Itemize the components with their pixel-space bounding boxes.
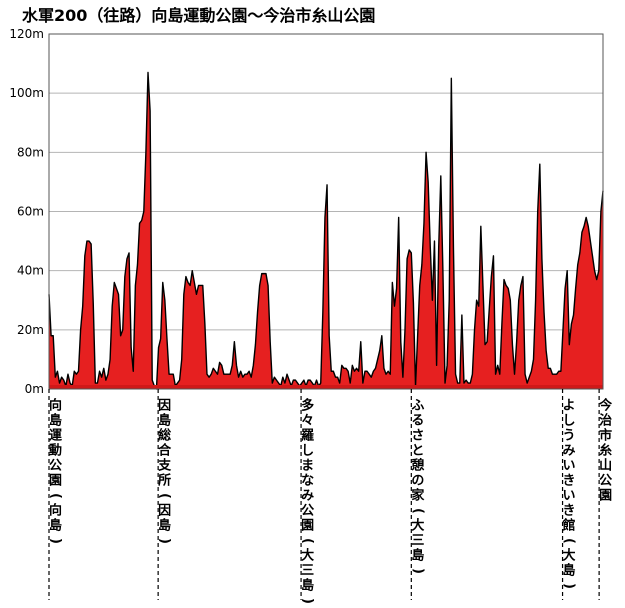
svg-text:な: な [301, 474, 314, 489]
svg-text:島: 島 [158, 518, 171, 534]
svg-text:向: 向 [49, 398, 62, 414]
svg-text:向: 向 [49, 503, 62, 519]
svg-text:大: 大 [301, 548, 314, 564]
svg-text:み: み [301, 489, 314, 504]
svg-text:島: 島 [49, 518, 62, 534]
svg-text:今: 今 [598, 398, 613, 414]
svg-text:る: る [411, 414, 424, 429]
svg-text:し: し [301, 444, 314, 459]
svg-text:三: 三 [411, 534, 424, 549]
y-tick-label: 60m [17, 205, 44, 219]
svg-text:市: 市 [599, 428, 612, 444]
svg-text:): ) [157, 538, 172, 544]
svg-text:(: ( [157, 493, 172, 499]
y-axis-tick-labels: 0m 20m 40m 60m 80m 100m 120m [9, 27, 44, 396]
svg-text:き: き [563, 474, 576, 489]
svg-text:所: 所 [158, 473, 171, 489]
y-tick-label: 100m [9, 86, 44, 100]
svg-text:山: 山 [599, 458, 612, 474]
svg-text:島: 島 [49, 413, 62, 429]
elevation-floor-band [49, 385, 603, 389]
svg-text:さ: さ [411, 429, 424, 444]
svg-text:園: 園 [49, 473, 62, 489]
svg-text:島: 島 [563, 563, 576, 579]
y-tick-label: 80m [17, 145, 44, 159]
svg-text:々: 々 [301, 414, 314, 429]
svg-text:島: 島 [411, 548, 424, 564]
y-tick-label: 40m [17, 264, 44, 278]
svg-text:大: 大 [411, 518, 424, 534]
svg-text:因: 因 [158, 504, 171, 519]
svg-text:因: 因 [158, 399, 171, 414]
y-tick-label: 120m [9, 27, 44, 41]
svg-text:き: き [563, 504, 576, 519]
svg-text:と: と [411, 444, 424, 459]
svg-text:(: ( [562, 538, 577, 544]
svg-text:(: ( [300, 538, 315, 544]
svg-text:う: う [563, 429, 576, 444]
svg-text:公: 公 [599, 474, 612, 489]
svg-text:三: 三 [301, 564, 314, 579]
svg-text:憩: 憩 [411, 458, 424, 474]
svg-text:し: し [563, 414, 576, 429]
chart-title: 水軍200（往路）向島運動公園～今治市糸山公園 [22, 6, 375, 25]
svg-text:ふ: ふ [411, 399, 424, 414]
svg-text:み: み [563, 444, 576, 459]
svg-text:): ) [410, 568, 425, 574]
svg-text:運: 運 [49, 429, 62, 444]
svg-text:支: 支 [157, 458, 172, 474]
location-markers: 向島運動公園(向島)因島総合支所(因島)多々羅しまなみ公園(大三島)ふるさと憩の… [48, 389, 613, 604]
svg-text:羅: 羅 [301, 429, 314, 444]
svg-text:(: ( [410, 508, 425, 514]
y-tick-label: 0m [25, 382, 44, 396]
svg-text:公: 公 [301, 504, 314, 519]
location-label: 向島運動公園(向島) [48, 398, 63, 544]
plot-frame [48, 33, 604, 390]
svg-text:治: 治 [599, 413, 612, 429]
svg-text:総: 総 [158, 428, 171, 444]
svg-text:ま: ま [301, 459, 314, 474]
svg-text:公: 公 [49, 459, 62, 474]
svg-text:よ: よ [563, 399, 576, 414]
svg-text:動: 動 [49, 443, 62, 459]
svg-text:糸: 糸 [599, 443, 612, 459]
svg-text:島: 島 [158, 413, 171, 429]
plot-area [48, 33, 604, 390]
svg-text:家: 家 [411, 488, 425, 504]
svg-text:の: の [411, 474, 424, 489]
svg-text:): ) [300, 598, 315, 604]
svg-text:合: 合 [158, 443, 172, 459]
svg-text:園: 園 [301, 518, 314, 534]
svg-text:園: 園 [599, 488, 612, 504]
svg-text:(: ( [48, 493, 63, 499]
location-label: 今治市糸山公園 [598, 398, 613, 504]
svg-text:大: 大 [563, 548, 576, 564]
elevation-area-series [49, 72, 603, 390]
svg-text:多: 多 [301, 398, 314, 414]
elevation-profile-line [48, 71, 604, 390]
y-tick-label: 20m [17, 323, 44, 337]
svg-text:島: 島 [301, 578, 314, 594]
svg-text:い: い [563, 459, 576, 474]
svg-text:館: 館 [563, 518, 576, 534]
svg-text:い: い [563, 489, 576, 504]
svg-text:): ) [562, 583, 577, 589]
svg-text:): ) [48, 538, 63, 544]
